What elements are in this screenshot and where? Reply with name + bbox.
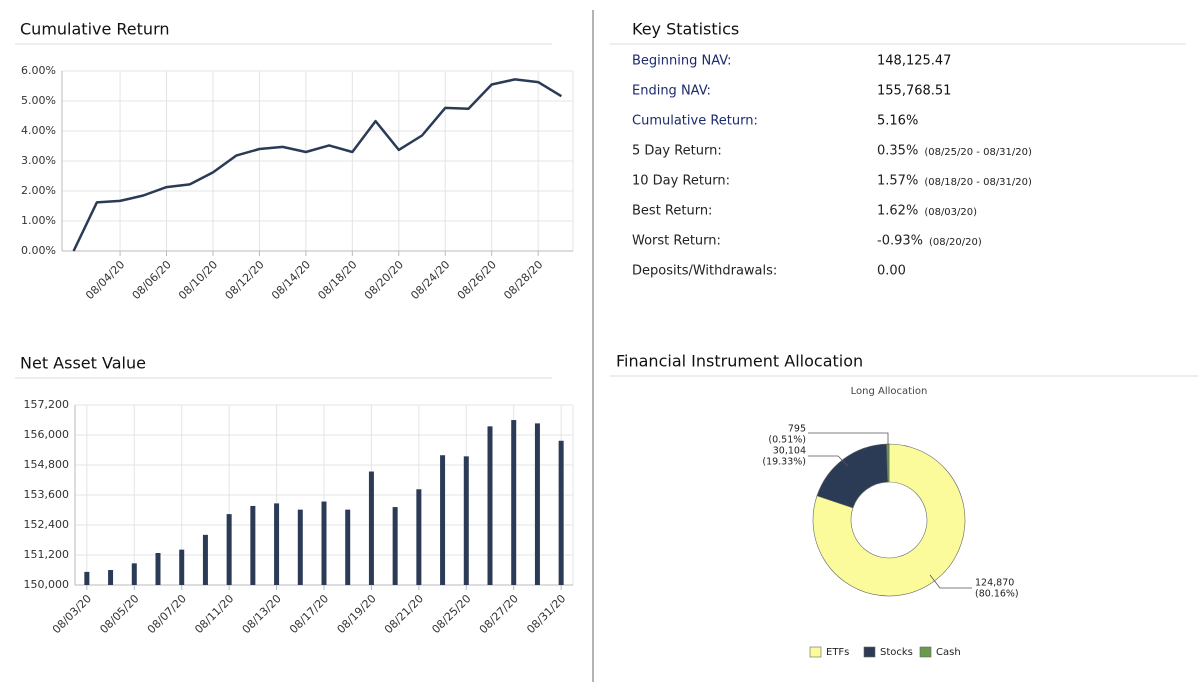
stat-note: (08/20/20) [929,237,982,248]
stat-label: Beginning NAV: [632,54,732,69]
panel-title: Key Statistics [632,20,739,39]
legend-swatch [863,646,876,658]
y-tick-label: 5.00% [21,94,56,107]
stat-value: 0.00 [877,264,906,279]
stat-note: (08/03/20) [924,207,977,218]
panel-title: Cumulative Return [20,20,170,39]
y-tick-label: 156,000 [24,428,70,441]
value-label: 124,870 [975,578,1014,589]
stat-value: 0.35% [877,144,918,159]
y-tick-label: 151,200 [24,548,70,561]
percent-label: (19.33%) [762,457,806,468]
stat-value: 5.16% [877,114,918,129]
bar [274,503,280,585]
percent-label: (80.16%) [975,589,1019,600]
bar [202,534,208,585]
y-tick-label: 152,400 [24,518,70,531]
stat-value: 1.62% [877,204,918,219]
bar [487,426,493,585]
bar [155,553,161,585]
panel-title: Financial Instrument Allocation [616,352,863,371]
y-tick-label: 6.00% [21,64,56,77]
y-tick-label: 0.00% [21,244,56,257]
bar [226,514,232,585]
value-label: 795 [788,424,806,435]
y-tick-label: 3.00% [21,154,56,167]
chart-subtitle: Long Allocation [851,386,928,397]
bar [511,420,517,585]
legend-label: Stocks [880,647,913,658]
legend-label: ETFs [826,647,849,658]
pie-slice [886,443,890,483]
leader-line [929,574,972,589]
stat-value: 155,768.51 [877,84,951,99]
bar [84,571,90,585]
stat-label: Ending NAV: [632,84,711,99]
bar [416,489,422,585]
stat-label: Best Return: [632,204,712,219]
line-series [72,78,563,252]
stat-note: (08/25/20 - 08/31/20) [924,147,1032,158]
stat-value: -0.93% [877,234,923,249]
bar [345,509,351,585]
bar [558,440,564,585]
bar [463,456,469,585]
leader-line [808,455,849,467]
stat-label: 10 Day Return: [632,174,730,189]
leader-line [808,432,889,445]
stat-note: (08/18/20 - 08/31/20) [924,177,1032,188]
bar [250,505,256,585]
y-tick-label: 1.00% [21,214,56,227]
stat-label: Deposits/Withdrawals: [632,264,777,279]
legend-swatch [919,646,932,658]
y-tick-label: 157,200 [24,398,70,411]
legend-swatch [809,646,822,658]
stat-label: 5 Day Return: [632,144,722,159]
bar [108,570,114,585]
value-label: 30,104 [773,446,806,457]
bar [368,471,374,585]
y-tick-label: 2.00% [21,184,56,197]
y-tick-label: 154,800 [24,458,70,471]
bar [131,563,137,585]
stat-label: Worst Return: [632,234,721,249]
legend-label: Cash [936,647,961,658]
stat-value: 148,125.47 [877,54,951,69]
y-tick-label: 153,600 [24,488,70,501]
stat-value: 1.57% [877,174,918,189]
y-tick-label: 4.00% [21,124,56,137]
panel-title: Net Asset Value [20,354,146,373]
bar [321,501,327,585]
bar [534,423,540,585]
bar [179,549,185,585]
stat-label: Cumulative Return: [632,114,758,129]
y-tick-label: 150,000 [24,578,70,591]
percent-label: (0.51%) [768,435,806,446]
pie-slice [812,443,966,597]
bar [392,507,398,585]
bar [440,455,446,585]
bar [297,509,303,585]
